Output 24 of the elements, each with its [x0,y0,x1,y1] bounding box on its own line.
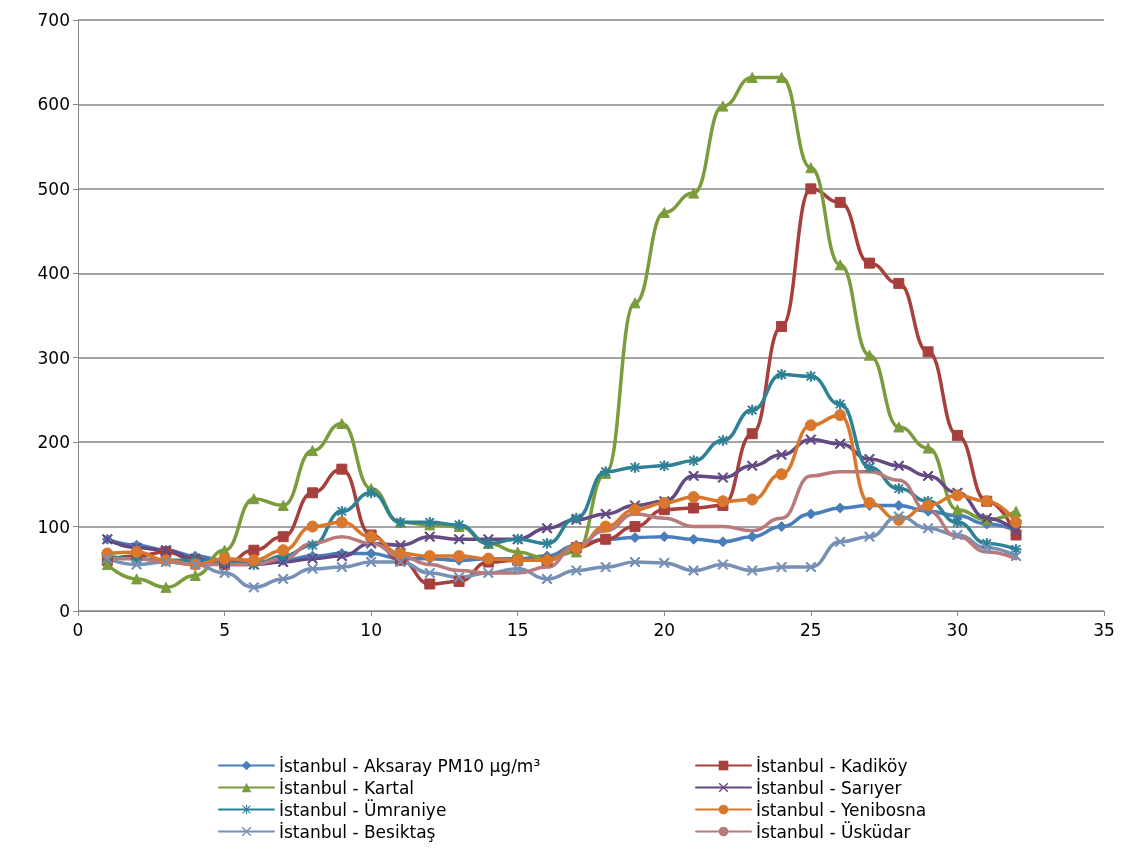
y-tick-label: 300 [37,347,70,368]
x-tick-label: 25 [800,619,822,640]
x-tick-label: 10 [360,619,382,640]
y-tick-label: 400 [37,263,70,284]
y-tick-label: 600 [37,94,70,115]
legend-label: İstanbul - Üsküdar [756,820,911,842]
x-tick-label: 15 [506,619,529,640]
legend-label: İstanbul - Aksaray PM10 µg/m³ [279,755,541,776]
legend-label: İstanbul - Ümraniye [279,798,447,820]
legend-label: İstanbul - Kartal [279,777,415,798]
y-tick-label: 100 [37,516,70,537]
x-tick-label: 20 [653,619,676,640]
y-tick-label: 700 [37,10,70,30]
x-tick-label: 5 [219,619,230,640]
legend-label: İstanbul - Yenibosna [756,799,927,820]
legend-label: İstanbul - Besiktaş [279,821,436,842]
x-tick-label: 0 [72,619,84,640]
legend-label: İstanbul - Sarıyer [756,777,902,798]
x-tick-label: 35 [1093,619,1115,640]
y-tick-label: 500 [37,178,70,199]
legend-label: İstanbul - Kadiköy [756,755,908,776]
y-tick-label: 0 [59,601,70,621]
y-tick-label: 200 [37,432,70,453]
x-tick-label: 30 [946,619,969,640]
